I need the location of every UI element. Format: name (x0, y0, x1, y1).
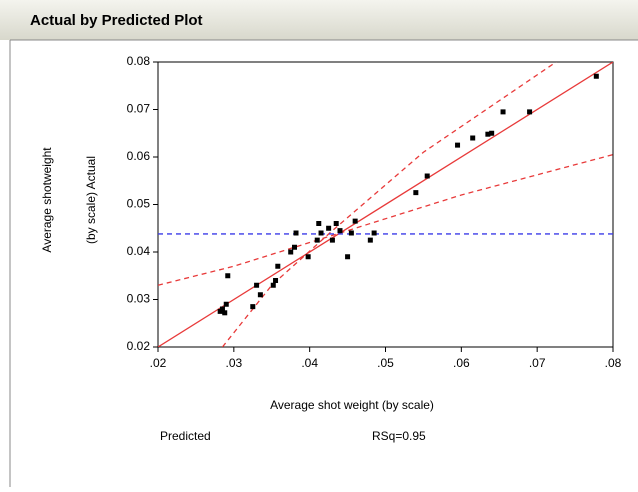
point (288, 249, 294, 255)
point (314, 237, 320, 243)
footer-label: Predicted (160, 429, 211, 443)
dashed-line (221, 62, 557, 347)
point (293, 230, 299, 236)
point (292, 244, 297, 250)
dashed-line (158, 153, 613, 286)
point (316, 221, 322, 226)
y-axis-label: (by scale) Actual (84, 156, 98, 244)
point (270, 282, 276, 288)
point (219, 306, 225, 312)
x-tick-label: .06 (453, 356, 470, 370)
point (413, 190, 419, 196)
header-bar (0, 0, 638, 40)
x-tick-label: .07 (529, 356, 546, 370)
y-tick-label: 0.05 (127, 197, 151, 211)
point (424, 173, 430, 179)
point (345, 254, 351, 260)
point (257, 292, 263, 298)
y-tick-label: 0.08 (127, 54, 151, 68)
x-tick-label: .05 (377, 356, 394, 370)
point (593, 73, 599, 79)
point (222, 310, 228, 316)
y-tick-label: 0.07 (127, 102, 151, 116)
x-tick-label: .08 (605, 356, 622, 370)
point (485, 131, 491, 137)
point (223, 301, 229, 307)
point (254, 282, 260, 288)
point (305, 254, 311, 260)
point (333, 221, 339, 226)
point (275, 263, 281, 269)
point (337, 228, 343, 234)
point (470, 135, 476, 141)
footer-stat: RSq=0.95 (372, 429, 426, 443)
x-tick-label: .03 (225, 356, 242, 370)
point (371, 230, 377, 236)
x-tick-label: .02 (150, 356, 167, 370)
point (527, 109, 533, 115)
point (326, 225, 332, 231)
chart-title: Actual by Predicted Plot (30, 12, 203, 29)
y-tick-label: 0.04 (127, 244, 151, 258)
point (348, 230, 354, 236)
point (225, 273, 231, 279)
point (273, 278, 279, 283)
point (489, 130, 495, 136)
point (455, 142, 461, 148)
x-axis-label: Average shot weight (by scale) (270, 398, 434, 412)
y-tick-label: 0.02 (127, 339, 151, 353)
y-axis-label: Average shotweight (40, 147, 54, 253)
point (500, 109, 506, 115)
point (250, 304, 256, 310)
point (352, 218, 358, 224)
point (329, 237, 335, 243)
point (318, 230, 324, 236)
y-tick-label: 0.03 (127, 292, 151, 306)
y-tick-label: 0.06 (127, 149, 151, 163)
fit-line (158, 62, 613, 347)
point (367, 237, 373, 243)
x-tick-label: .04 (301, 356, 318, 370)
